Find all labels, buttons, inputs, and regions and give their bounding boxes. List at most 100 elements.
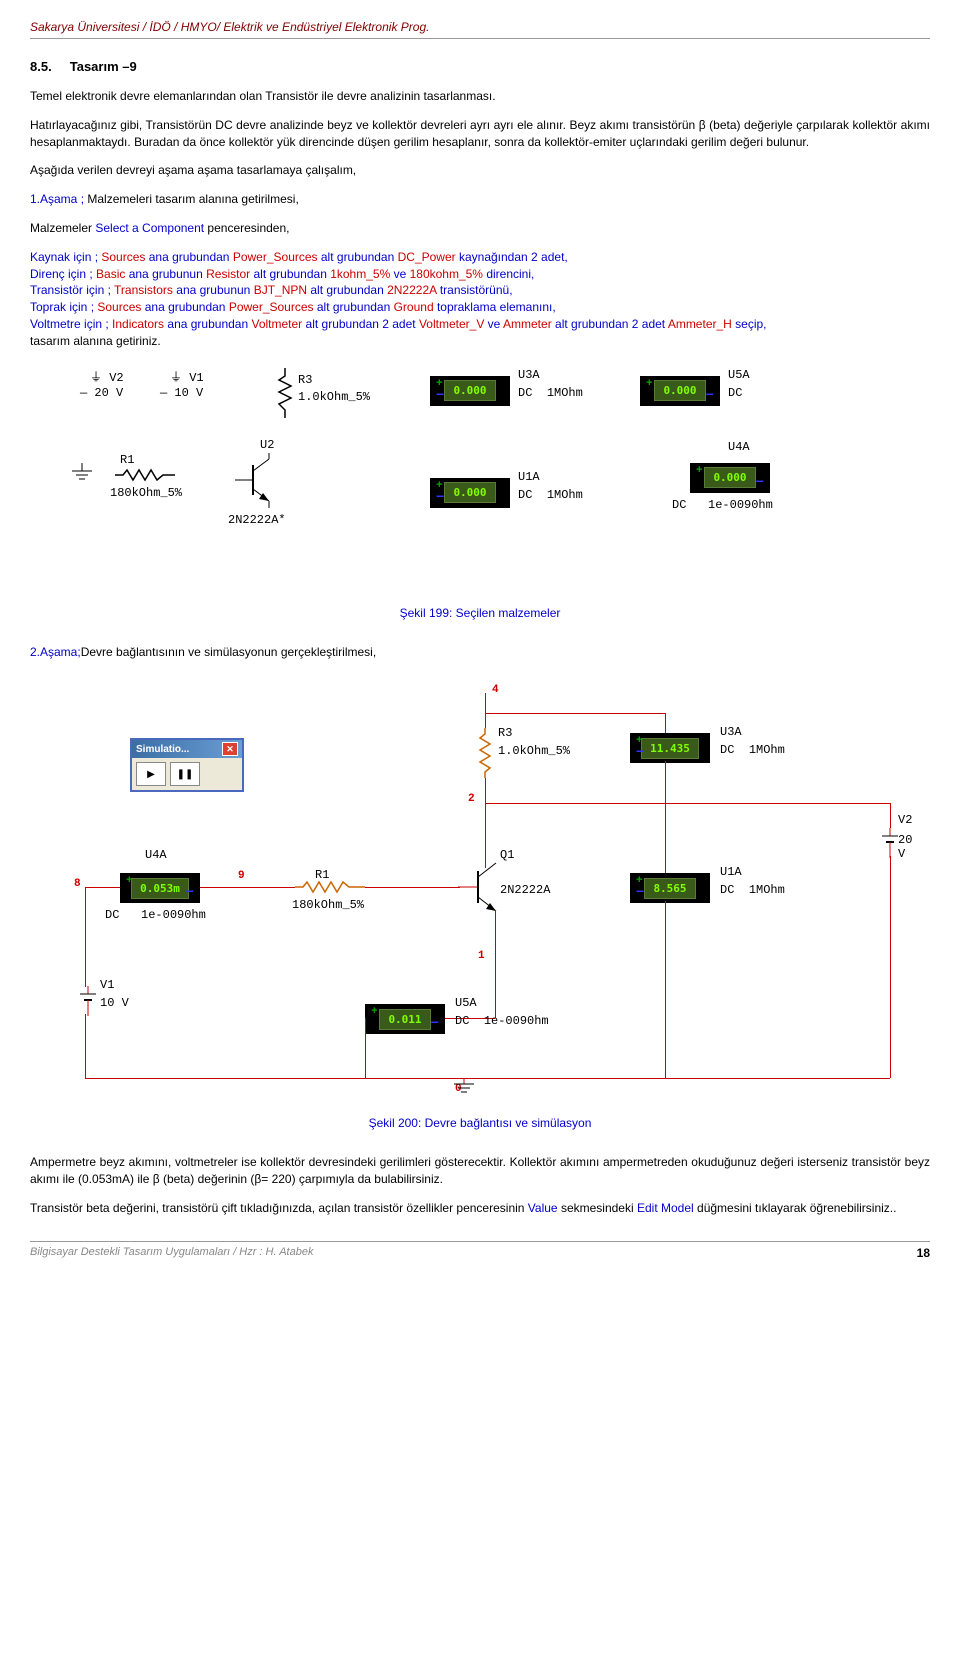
paragraph-3: Aşağıda verilen devreyi aşama aşama tasa… [30, 162, 930, 179]
close-icon[interactable]: ✕ [222, 742, 238, 756]
u5a-label: U5A [455, 996, 477, 1010]
wire [665, 761, 666, 803]
direnc-6: 1kohm_5% [330, 267, 390, 281]
section-name: Tasarım –9 [70, 59, 137, 74]
trans-1: Transistör için ; [30, 283, 114, 297]
u4a-label: U4A [728, 440, 750, 454]
wire [85, 1078, 890, 1079]
resistor-r3-symbol [275, 368, 295, 418]
figure-199-circuit: ⏚ V2 — 20 V ⏚ V1 — 10 V R3 1.0kOhm_5% + … [60, 368, 900, 588]
node-4: 4 [492, 684, 499, 696]
paragraph-end1: Ampermetre beyz akımını, voltmetreler is… [30, 1154, 930, 1188]
component-list: Kaynak için ; Sources ana grubundan Powe… [30, 249, 930, 350]
wire [665, 713, 666, 733]
resistor-r1-symbol [295, 880, 365, 894]
wire [485, 713, 665, 714]
asama2-line: 2.Aşama;Devre bağlantısının ve simülasyo… [30, 644, 930, 661]
minus-icon: − [436, 388, 444, 404]
trans-3: ana grubunun [173, 283, 254, 297]
kaynak-5: alt grubundan [318, 250, 398, 264]
page-header: Sakarya Üniversitesi / İDÖ / HMYO/ Elekt… [30, 20, 930, 34]
direnc-8: 180kohm_5% [410, 267, 483, 281]
minus-icon: − [431, 1016, 439, 1032]
trans-2: Transistors [114, 283, 173, 297]
node-2: 2 [468, 793, 475, 805]
r1-value: 180kOhm_5% [292, 898, 364, 912]
wire [85, 887, 86, 987]
r1-label: R1 [120, 453, 134, 467]
figure-200-caption: Şekil 200: Devre bağlantısı ve simülasyo… [30, 1116, 930, 1130]
u2-value: 2N2222A* [228, 513, 286, 527]
u1a-label: U1A [518, 470, 540, 484]
v2-label: V2 [898, 813, 912, 827]
wire [485, 693, 486, 728]
sim-run-button[interactable]: ▶ [136, 762, 166, 786]
u1a-dc: DC 1MOhm [720, 883, 785, 897]
wire [85, 887, 120, 888]
wire [495, 910, 496, 960]
asama1-line: 1.Aşama ; Malzemeleri tasarım alanına ge… [30, 191, 930, 208]
direnc-5: alt grubundan [250, 267, 330, 281]
u4a-dc: DC 1e-0090hm [105, 908, 206, 922]
u2-label: U2 [260, 438, 274, 452]
toprak-5: alt grubundan [314, 300, 394, 314]
sim-titlebar[interactable]: Simulatio... ✕ [132, 740, 242, 758]
end2-b: Value [528, 1201, 558, 1215]
meter-u4a: + − 0.000 [690, 463, 770, 493]
volt-10: Ammeter_H [668, 317, 732, 331]
direnc-4: Resistor [206, 267, 250, 281]
u1a-dc: DC 1MOhm [518, 488, 583, 502]
footer-divider [30, 1241, 930, 1242]
transistor-symbol [235, 453, 285, 508]
toprak-2: Sources [97, 300, 141, 314]
u3a-dc: DC 1MOhm [720, 743, 785, 757]
wire [485, 803, 890, 804]
meter-u5a-value: 0.000 [654, 380, 705, 401]
meter-u1a-value: 8.565 [644, 878, 695, 899]
trans-6: 2N2222A [387, 283, 436, 297]
ground-symbol [452, 1078, 476, 1098]
volt-4: Voltmeter [251, 317, 302, 331]
minus-icon: − [436, 490, 444, 506]
wire [495, 960, 496, 1018]
asama1-rest: Malzemeleri tasarım alanına getirilmesi, [84, 192, 299, 206]
meter-u4a-value: 0.053m [131, 878, 189, 899]
battery-v2-symbol [880, 828, 900, 858]
volt-5: alt grubundan 2 adet [302, 317, 419, 331]
paragraph-1: Temel elektronik devre elemanlarından ol… [30, 88, 930, 105]
u1a-label: U1A [720, 865, 742, 879]
resistor-r3-symbol [478, 728, 492, 778]
paragraph-2: Hatırlayacağınız gibi, Transistörün DC d… [30, 117, 930, 151]
kaynak-2: Sources [101, 250, 145, 264]
wire [890, 856, 891, 1078]
kaynak-7: kaynağından 2 adet, [456, 250, 568, 264]
direnc-1: Direnç için ; [30, 267, 96, 281]
wire [665, 901, 666, 1078]
line-last: tasarım alanına getiriniz. [30, 334, 161, 348]
sim-pause-button[interactable]: ❚❚ [170, 762, 200, 786]
end2-e: düğmesini tıklayarak öğrenebilirsiniz.. [694, 1201, 897, 1215]
wire [85, 1014, 86, 1078]
plus-icon: + [126, 875, 133, 887]
meter-u3a-value: 0.000 [444, 380, 495, 401]
asama2-lead: 2.Aşama; [30, 645, 81, 659]
end2-d: Edit Model [637, 1201, 694, 1215]
r3-value: 1.0kOhm_5% [298, 390, 370, 404]
toprak-4: Power_Sources [229, 300, 314, 314]
plus-icon: + [646, 378, 653, 390]
toprak-7: topraklama elemanını, [434, 300, 556, 314]
plus-icon: + [371, 1006, 378, 1018]
volt-6: Voltmeter_V [419, 317, 484, 331]
u5a-dc: DC [728, 386, 742, 400]
volt-8: Ammeter [503, 317, 552, 331]
volt-7: ve [484, 317, 503, 331]
toprak-1: Toprak için ; [30, 300, 97, 314]
volt-2: Indicators [112, 317, 164, 331]
simulation-window[interactable]: Simulatio... ✕ ▶ ❚❚ [130, 738, 244, 792]
figure-200-circuit: Simulatio... ✕ ▶ ❚❚ 4 R3 1.0kOhm_5% + − … [60, 678, 900, 1098]
trans-7: transistörünü, [436, 283, 512, 297]
meter-u1a: + − 0.000 [430, 478, 510, 508]
node-9: 9 [238, 870, 245, 882]
r3-value: 1.0kOhm_5% [498, 744, 570, 758]
page-footer: Bilgisayar Destekli Tasarım Uygulamaları… [30, 1246, 930, 1260]
